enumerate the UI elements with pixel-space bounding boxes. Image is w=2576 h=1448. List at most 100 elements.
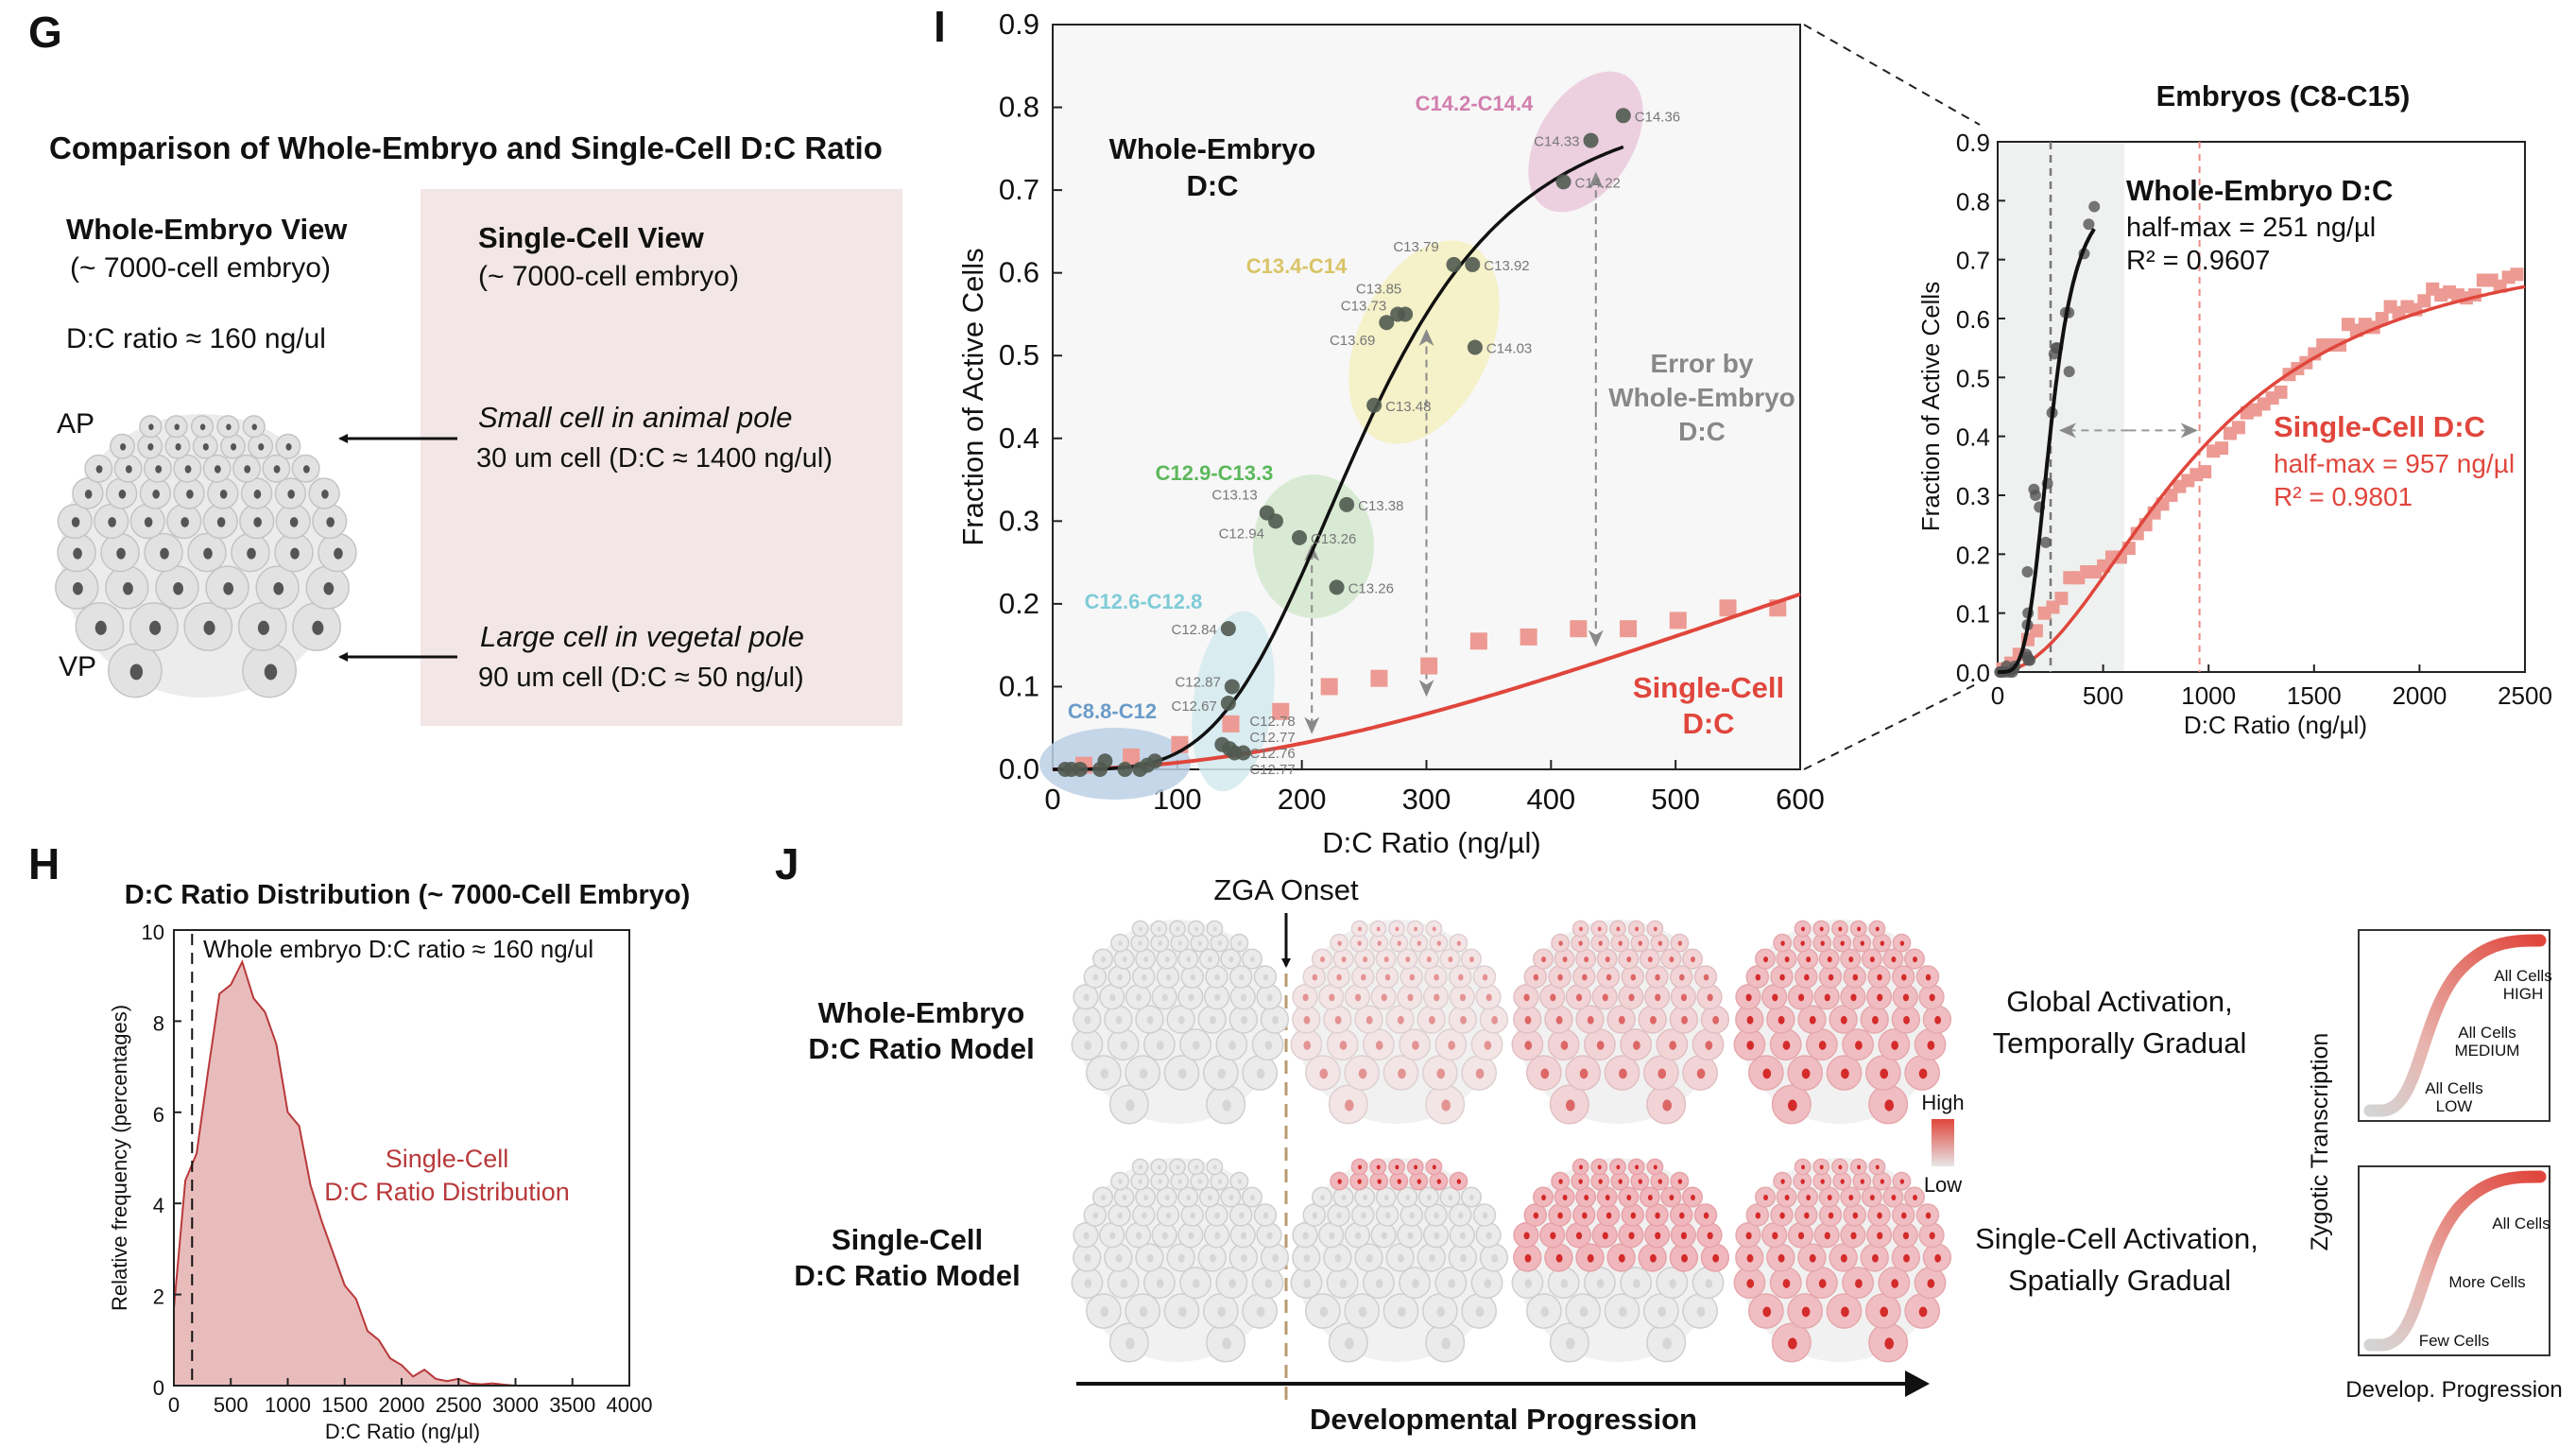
cell-nucleus [1146, 1253, 1154, 1263]
cell-nucleus [1084, 1041, 1092, 1050]
cell-nucleus [1209, 1015, 1216, 1025]
cell-nucleus [273, 581, 284, 595]
cell-nucleus [1755, 1212, 1761, 1219]
cell-nucleus [1602, 993, 1608, 1002]
cell-nucleus [1441, 1099, 1451, 1112]
cell-nucleus [1100, 1068, 1109, 1079]
cell-nucleus [1193, 1041, 1200, 1050]
cell-nucleus [1320, 1194, 1326, 1201]
cell-nucleus [1606, 1212, 1612, 1219]
cell-nucleus [1122, 956, 1127, 963]
cell-nucleus [1626, 956, 1632, 963]
cell-nucleus [1578, 1179, 1583, 1184]
cell-nucleus [1809, 1253, 1816, 1263]
whole-embryo-point [1555, 174, 1571, 190]
cell-nucleus [1222, 1099, 1232, 1112]
cell-nucleus [1880, 1068, 1889, 1079]
cell-nucleus [1877, 993, 1883, 1002]
cell-nucleus [1193, 1279, 1200, 1288]
cell-nucleus [1456, 940, 1462, 946]
cell-nucleus [1109, 1232, 1116, 1240]
cell-nucleus [1100, 1306, 1109, 1318]
cell-nucleus [1398, 1306, 1406, 1318]
progression-label: Developmental Progression [1310, 1403, 1697, 1436]
cell-nucleus [1412, 1041, 1419, 1050]
cell-nucleus [1840, 1179, 1845, 1184]
single-cell-view-box [421, 189, 902, 726]
cell-nucleus [1375, 1279, 1383, 1288]
y-tick-label: 8 [153, 1011, 164, 1035]
cell-nucleus [1485, 993, 1492, 1002]
y-tick-label: 0.7 [1956, 247, 1990, 275]
cell-nucleus [302, 465, 310, 474]
cell-nucleus [1197, 940, 1202, 946]
cell-nucleus [247, 547, 256, 560]
single-cell-point [2375, 312, 2389, 325]
cell-nucleus [160, 547, 169, 560]
cell-nucleus [1579, 1164, 1583, 1170]
cell-nucleus [1264, 1279, 1273, 1288]
chart-h-marks: 0 500 1000 1500 2000 2500 3000 3500 4000 0 2 4 6 8 10 [142, 921, 653, 1417]
cell-nucleus [1302, 993, 1309, 1002]
cell-nucleus [1677, 1179, 1683, 1184]
shaded-range [1998, 142, 2124, 672]
cell-nucleus [1780, 940, 1785, 946]
x-tick-label: 500 [214, 1393, 249, 1417]
inset-plot-area [1997, 141, 2526, 673]
y-tick-label: 10 [142, 921, 164, 944]
cell-nucleus [1616, 1164, 1621, 1170]
side-label: More Cells [2448, 1273, 2525, 1291]
cell-nucleus [1848, 956, 1854, 963]
model-desc-whole-line1: Global Activation, [2006, 985, 2233, 1018]
x-tick-label: 1000 [2181, 681, 2236, 710]
cell-nucleus [1158, 940, 1162, 946]
cell-nucleus [1934, 1015, 1942, 1025]
cell-nucleus [1800, 1179, 1805, 1184]
point-label: C12.77 [1249, 730, 1295, 746]
cell-nucleus [1303, 1279, 1312, 1288]
cell-nucleus [1139, 1164, 1142, 1170]
cell-nucleus [186, 490, 194, 499]
y-tick-label: 6 [153, 1103, 164, 1127]
cell-nucleus [1458, 974, 1464, 981]
cell-nucleus [1677, 940, 1683, 946]
cell-nucleus [1469, 1194, 1474, 1201]
cell-nucleus [1696, 1306, 1706, 1318]
group-label: C13.4-C14 [1246, 254, 1348, 278]
cell-nucleus [1397, 1253, 1404, 1263]
cell-nucleus [1407, 993, 1414, 1002]
cell-nucleus [1459, 1232, 1467, 1240]
cell-nucleus [1101, 1194, 1107, 1201]
chart-i-marks: 0 100 200 300 400 500 6000.00.10.20.30.40.50.6… [999, 8, 1825, 816]
cell-nucleus [1381, 1232, 1387, 1240]
zoom-connector-bottom [1803, 681, 1981, 770]
point-label: C13.13 [1211, 488, 1257, 504]
cell-nucleus [1395, 926, 1400, 932]
cell-nucleus [1618, 1179, 1623, 1184]
cell-nucleus [1633, 1279, 1640, 1288]
cell-nucleus [84, 490, 93, 499]
single-cell-point [1123, 748, 1141, 766]
y-tick-label: 0.2 [1956, 541, 1990, 569]
colorbar [1932, 1119, 1954, 1166]
cell-nucleus [1557, 974, 1563, 981]
cell-nucleus [1891, 1279, 1899, 1288]
cell-nucleus [1336, 974, 1342, 981]
cell-nucleus [1115, 1015, 1123, 1025]
inset-marks: 0 500 1000 1500 2000 2500 0.0 0.1 0.2 0.3 0.4 0.5 0.… [1956, 129, 2552, 710]
whole-embryo-point [2029, 490, 2041, 501]
cell-nucleus [1852, 1212, 1859, 1219]
cell-nucleus [214, 465, 221, 474]
cell-nucleus [1884, 1337, 1895, 1350]
cell-nucleus [1541, 956, 1547, 963]
group-label: C14.2-C14.4 [1416, 92, 1535, 115]
point-label: C12.76 [1249, 746, 1295, 762]
cell-nucleus [1240, 993, 1247, 1002]
cell-nucleus [1250, 956, 1255, 963]
model-label-single-line1: Single-Cell [832, 1223, 983, 1256]
x-tick-label: 500 [2083, 681, 2123, 710]
cell-nucleus [1434, 993, 1440, 1002]
cell-nucleus [1409, 974, 1416, 981]
model-embryo [1733, 920, 1952, 1125]
cell-nucleus [120, 443, 127, 451]
